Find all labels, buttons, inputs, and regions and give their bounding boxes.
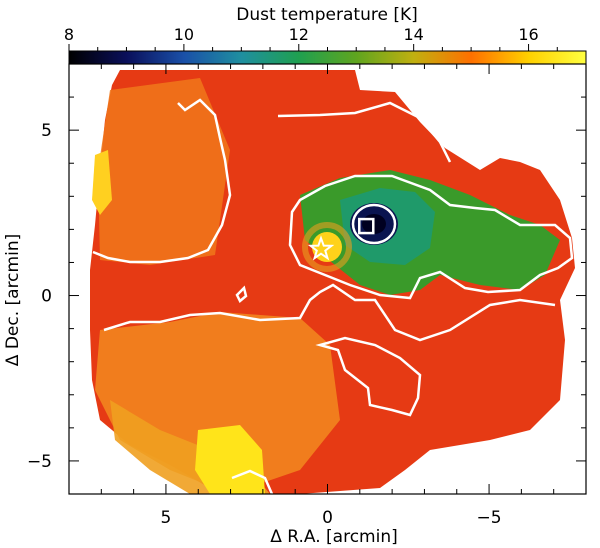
contour-south bbox=[103, 283, 556, 342]
colorbar-tick-label: 14 bbox=[403, 25, 423, 44]
colorbar-label: Dust temperature [K] bbox=[236, 5, 417, 25]
x-tick-label: −5 bbox=[477, 508, 502, 528]
warm-spot-ring bbox=[302, 222, 352, 272]
y-tick-label: 5 bbox=[41, 121, 52, 141]
contour-envelope bbox=[288, 174, 574, 300]
markers bbox=[307, 217, 375, 261]
contours bbox=[92, 98, 574, 495]
star-marker bbox=[307, 235, 335, 261]
x-tick-label: 0 bbox=[322, 508, 333, 528]
contour-north bbox=[92, 98, 232, 264]
temperature-map bbox=[69, 64, 586, 494]
y-axis-label: Δ Dec. [arcmin] bbox=[3, 234, 23, 366]
contour-southeast bbox=[231, 469, 274, 495]
colorbar-tick-label: 12 bbox=[289, 25, 309, 44]
colorbar-tick-label: 8 bbox=[64, 25, 74, 44]
contour-small bbox=[235, 285, 248, 303]
y-tick-label: 0 bbox=[41, 287, 52, 307]
square-marker bbox=[358, 217, 375, 235]
x-tick-label: 5 bbox=[161, 508, 172, 528]
axis-ticks: 5 0 −5 −5 0 5 bbox=[27, 63, 586, 528]
hot-spot-southeast bbox=[195, 425, 265, 494]
colorbar-ticks: 8 10 12 14 16 bbox=[64, 25, 558, 51]
x-axis-label: Δ R.A. [arcmin] bbox=[270, 527, 397, 547]
contour-north-east bbox=[277, 101, 452, 163]
warm-region-west bbox=[98, 78, 230, 265]
hot-spot-east-edge bbox=[92, 150, 112, 215]
colorbar-tick-label: 10 bbox=[174, 25, 194, 44]
colorbar-tick-label: 16 bbox=[518, 25, 538, 44]
colorbar bbox=[68, 50, 587, 65]
contour-core bbox=[351, 203, 397, 245]
contour-south-loop bbox=[315, 336, 422, 417]
y-tick-label: −5 bbox=[27, 452, 52, 472]
